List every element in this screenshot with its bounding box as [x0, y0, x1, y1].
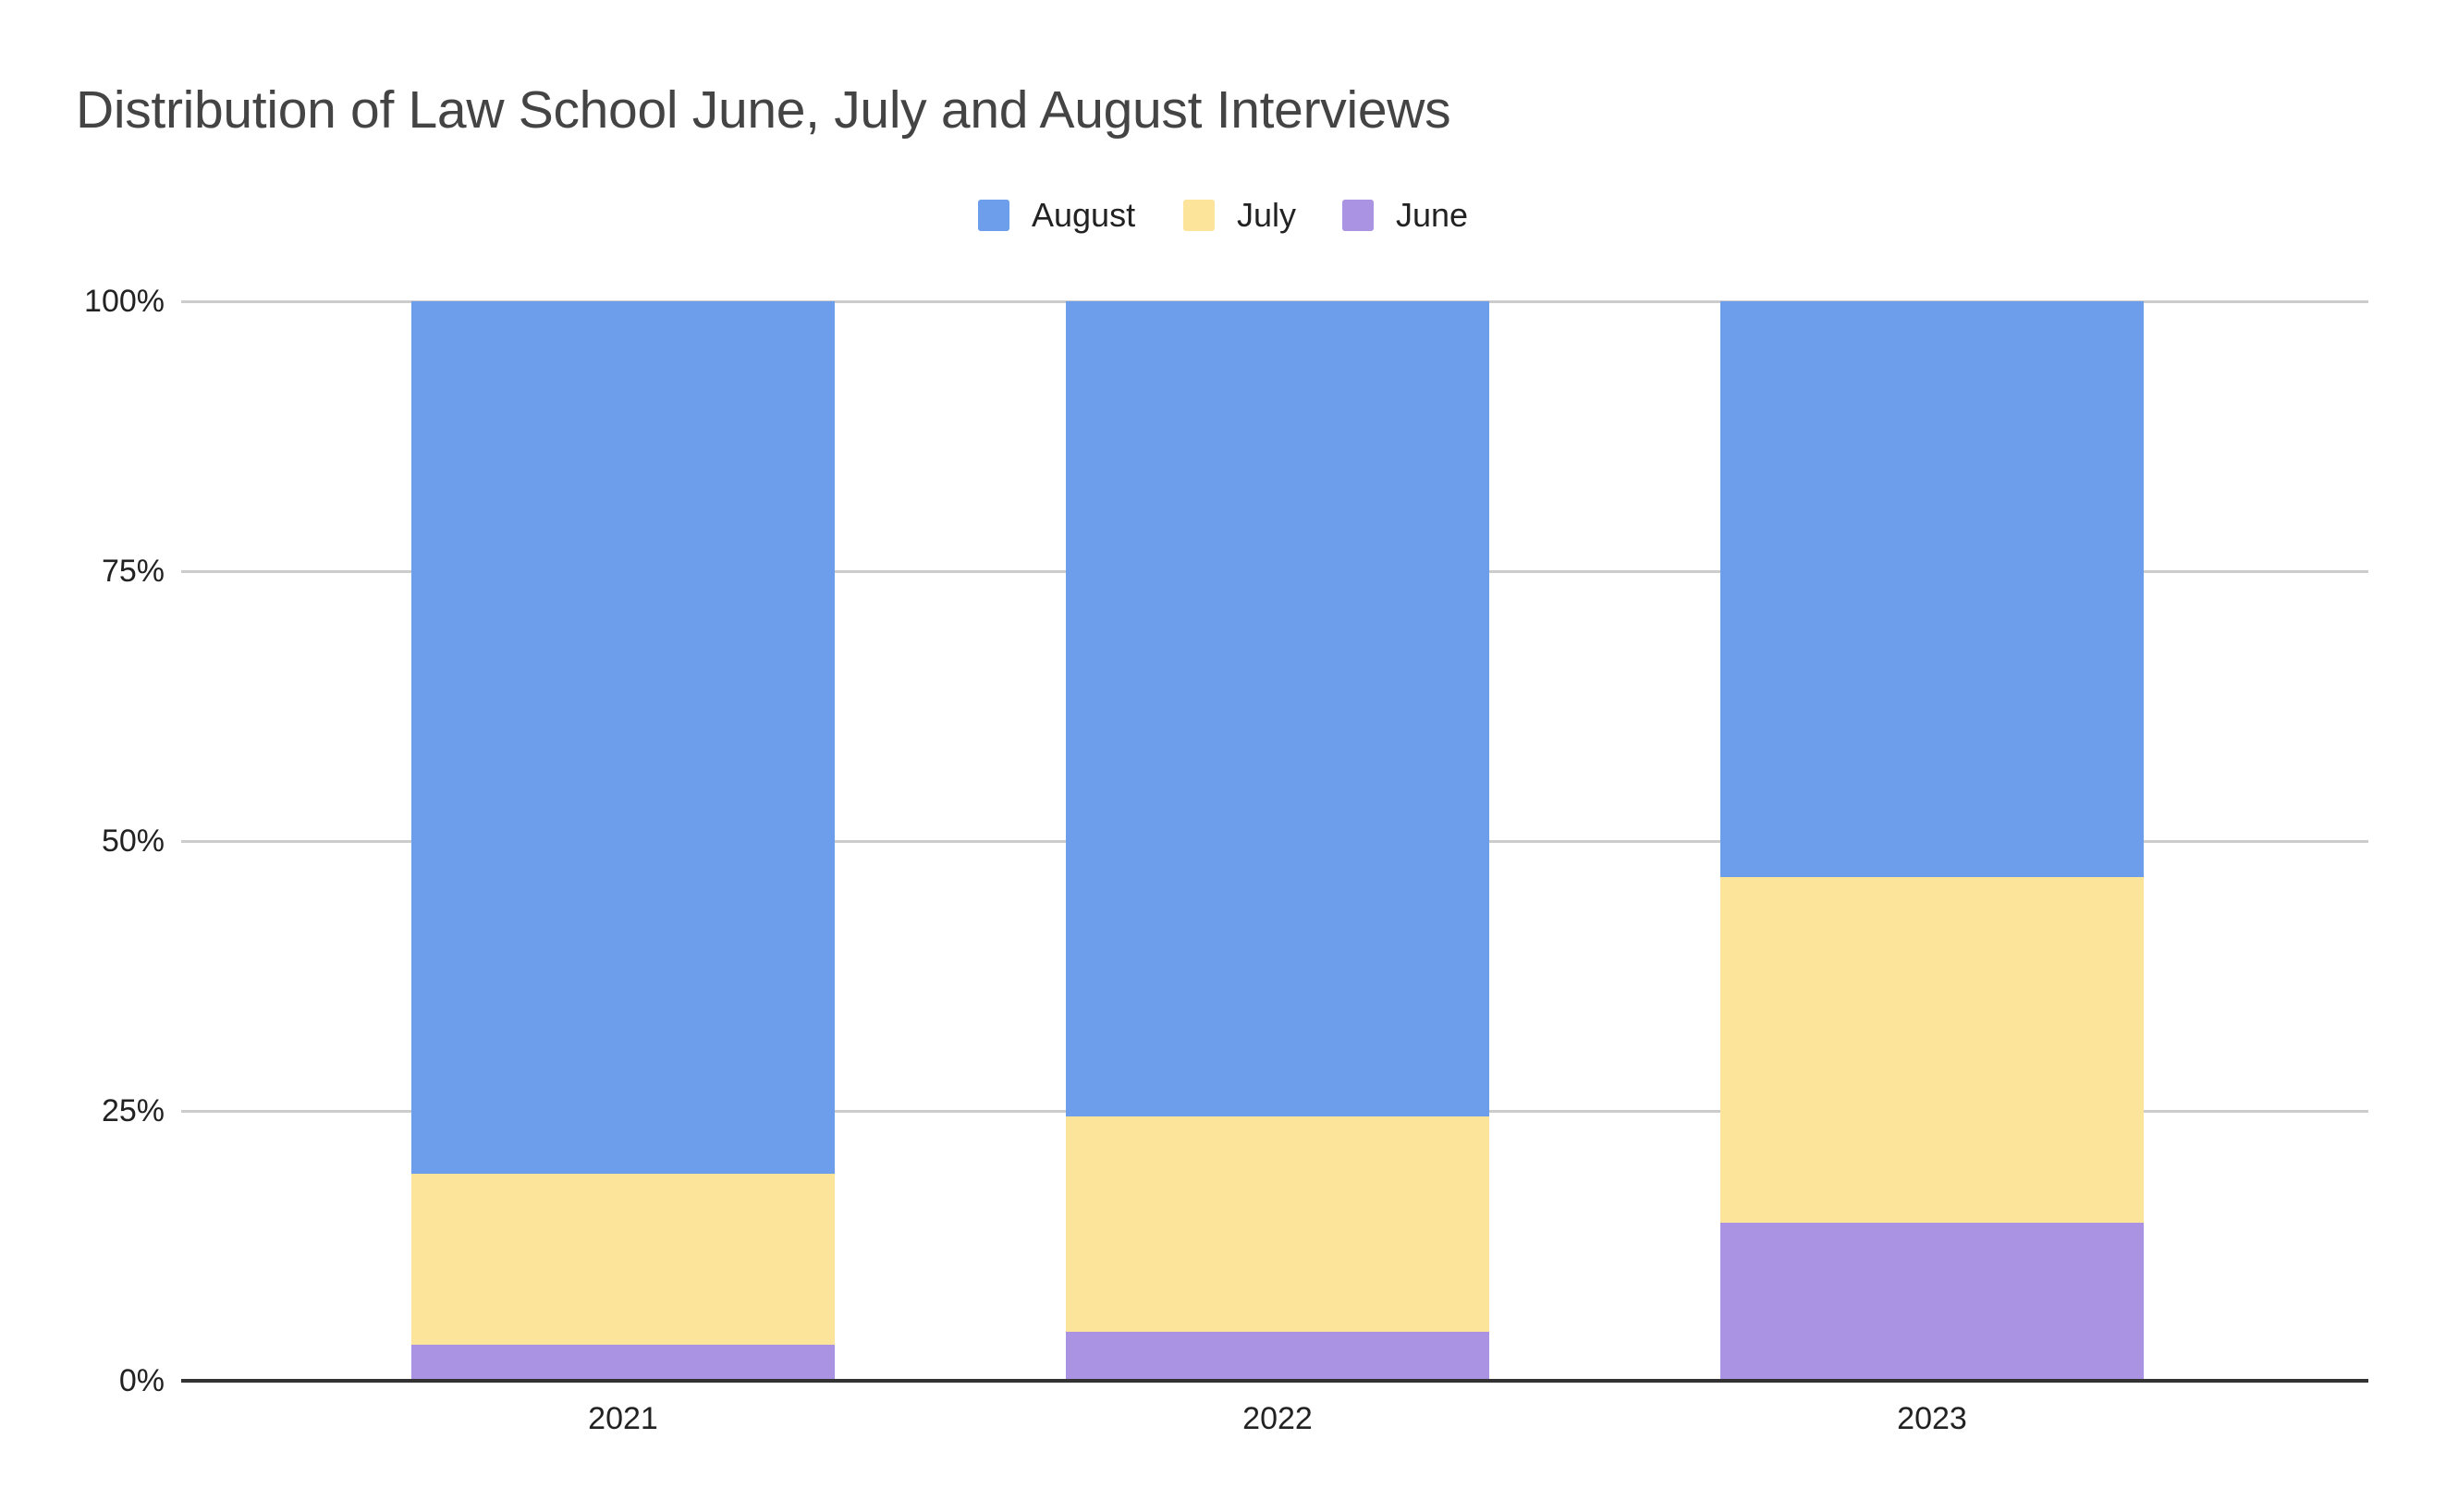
y-tick-label: 75% — [101, 554, 165, 589]
bar-segment-july[interactable] — [411, 1173, 835, 1346]
bar-segment-august[interactable] — [411, 301, 835, 1174]
x-axis-baseline — [181, 1379, 2368, 1383]
legend-label: August — [1032, 196, 1136, 234]
legend-item-august[interactable]: August — [978, 192, 1135, 238]
bar-segment-july[interactable] — [1720, 876, 2144, 1224]
bar-2023[interactable] — [1720, 301, 2144, 1381]
y-tick-label: 25% — [101, 1093, 165, 1128]
bar-2022[interactable] — [1066, 301, 1489, 1381]
legend-swatch-june-icon — [1342, 200, 1374, 231]
legend-label: June — [1396, 196, 1469, 234]
x-tick-label: 2023 — [1897, 1401, 1967, 1436]
y-tick-label: 100% — [84, 284, 165, 319]
legend-item-june[interactable]: June — [1342, 192, 1468, 238]
bar-segment-august[interactable] — [1720, 301, 2144, 877]
bar-segment-july[interactable] — [1066, 1116, 1489, 1333]
legend: August July June — [0, 192, 2446, 238]
bar-segment-june[interactable] — [1720, 1223, 2144, 1381]
bar-segment-august[interactable] — [1066, 301, 1489, 1116]
legend-item-july[interactable]: July — [1183, 192, 1296, 238]
legend-label: July — [1237, 196, 1297, 234]
x-tick-label: 2022 — [1242, 1401, 1313, 1436]
y-tick-label: 50% — [101, 823, 165, 859]
x-tick-label: 2021 — [588, 1401, 658, 1436]
y-tick-label: 0% — [118, 1363, 165, 1398]
legend-swatch-august-icon — [978, 200, 1009, 231]
bar-2021[interactable] — [411, 301, 835, 1381]
legend-swatch-july-icon — [1183, 200, 1215, 231]
bar-segment-june[interactable] — [1066, 1332, 1489, 1381]
chart-title: Distribution of Law School June, July an… — [76, 80, 1451, 140]
bar-segment-june[interactable] — [411, 1345, 835, 1381]
